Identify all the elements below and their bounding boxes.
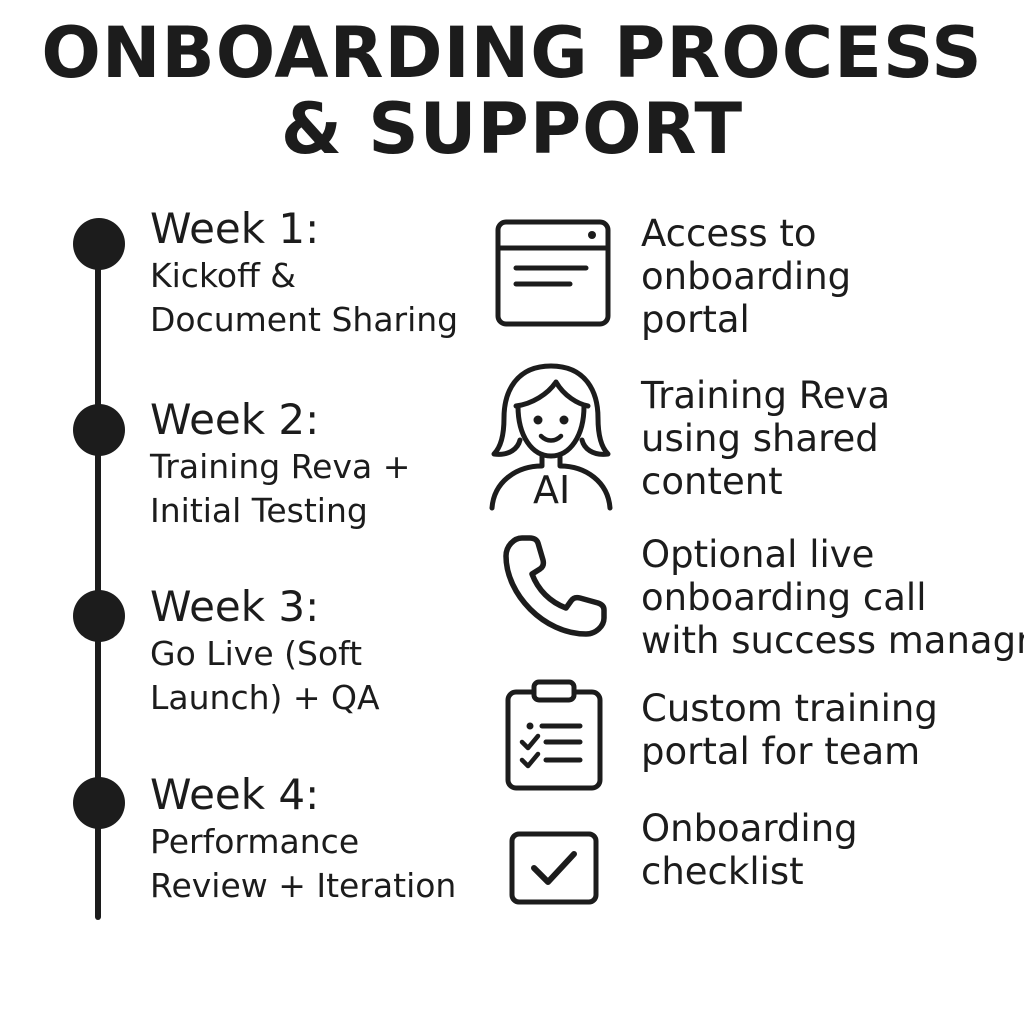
support-text-line: onboarding — [641, 255, 852, 298]
timeline-dot-week-1 — [73, 218, 125, 270]
support-text-line: portal for team — [641, 730, 921, 773]
support-item-training-reva: Training Reva using shared content — [641, 374, 1016, 503]
timeline-dot-week-2 — [73, 404, 125, 456]
support-text-line: Onboarding — [641, 807, 858, 850]
support-text-line: Access to — [641, 212, 817, 255]
week-description-line: Review + Iteration — [150, 866, 457, 905]
support-text-line: Custom training — [641, 687, 938, 730]
timeline-step-week-1: Week 1: Kickoff & Document Sharing — [150, 205, 480, 341]
week-description-line: Performance — [150, 822, 360, 861]
timeline-step-week-4: Week 4: Performance Review + Iteration — [150, 771, 480, 907]
week-description-line: Kickoff & — [150, 256, 297, 295]
timeline-dot-week-4 — [73, 777, 125, 829]
week-description-line: Document Sharing — [150, 300, 459, 339]
timeline-line — [95, 240, 101, 920]
week-label: Week 3: — [150, 582, 320, 631]
support-text-line: portal — [641, 298, 750, 341]
week-description-line: Launch) + QA — [150, 678, 380, 717]
week-label: Week 2: — [150, 395, 320, 444]
ai-badge: AI — [533, 468, 593, 512]
support-text-line: Training Reva — [641, 374, 891, 417]
week-label: Week 4: — [150, 770, 320, 819]
support-text-line: with success managr — [641, 619, 1024, 662]
page-title-line-2: & SUPPORT — [280, 88, 744, 170]
week-description-line: Initial Testing — [150, 491, 368, 530]
checkbox-icon — [508, 830, 600, 906]
page-title-line-1: ONBOARDING PROCESS — [41, 12, 983, 94]
clipboard-checklist-icon — [504, 678, 604, 792]
support-item-portal-access: Access to onboarding portal — [641, 212, 1016, 341]
timeline-step-week-2: Week 2: Training Reva + Initial Testing — [150, 396, 480, 532]
week-description-line: Go Live (Soft — [150, 634, 363, 673]
browser-window-icon — [494, 218, 612, 328]
week-description-line: Training Reva + — [150, 447, 411, 486]
support-item-onboarding-call: Optional live onboarding call with succe… — [641, 533, 1024, 662]
support-text-line: using shared — [641, 417, 879, 460]
support-text-line: checklist — [641, 850, 804, 893]
phone-icon — [500, 532, 612, 640]
timeline-dot-week-3 — [73, 590, 125, 642]
support-item-custom-portal: Custom training portal for team — [641, 687, 1016, 773]
week-label: Week 1: — [150, 204, 320, 253]
support-text-line: content — [641, 460, 783, 503]
support-text-line: onboarding call — [641, 576, 927, 619]
ai-badge-text: AI — [533, 468, 571, 512]
ai-avatar-icon — [486, 360, 616, 512]
support-text-line: Optional live — [641, 533, 875, 576]
support-item-onboarding-checklist: Onboarding checklist — [641, 807, 1016, 893]
timeline-step-week-3: Week 3: Go Live (Soft Launch) + QA — [150, 583, 480, 719]
